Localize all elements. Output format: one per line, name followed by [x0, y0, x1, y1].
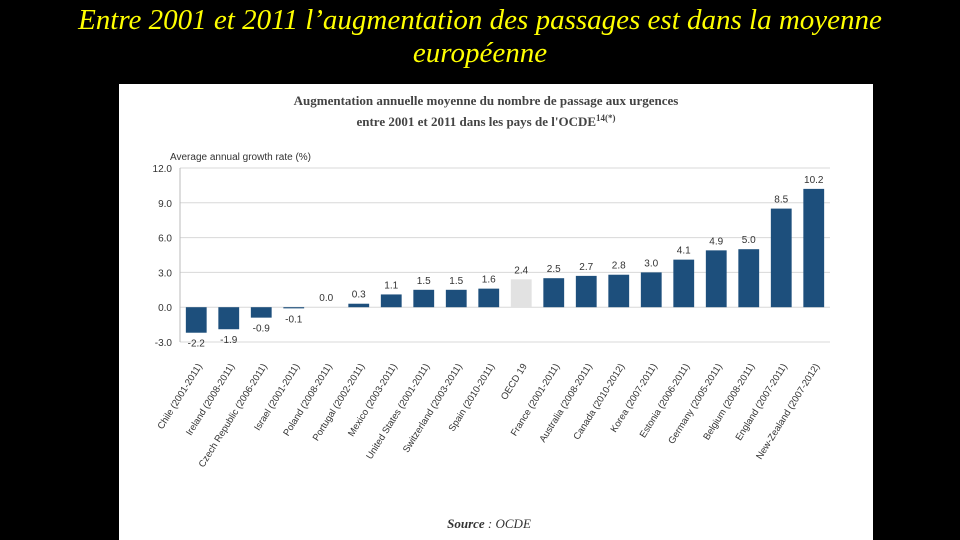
bar — [640, 272, 662, 308]
data-label: 2.4 — [514, 265, 528, 276]
bar — [543, 278, 565, 308]
data-label: 5.0 — [742, 235, 756, 246]
bar — [185, 307, 207, 333]
chart: Augmentation annuelle moyenne du nombre … — [119, 84, 873, 540]
data-label: 4.1 — [677, 246, 691, 257]
bar — [770, 208, 792, 308]
y-tick-label: 12.0 — [153, 164, 173, 175]
data-label: 3.0 — [644, 258, 658, 269]
data-label: -1.9 — [220, 335, 238, 346]
data-label: 4.9 — [709, 236, 723, 247]
y-axis-label: Average annual growth rate (%) — [170, 152, 311, 163]
chart-background — [119, 84, 873, 540]
y-tick-label: -3.0 — [155, 338, 173, 349]
data-label: -0.1 — [285, 314, 303, 325]
data-label: 1.6 — [482, 275, 496, 286]
y-tick-label: 9.0 — [158, 199, 172, 210]
bar — [283, 307, 305, 309]
data-label: 2.7 — [579, 262, 593, 273]
bar — [608, 274, 630, 308]
bar — [738, 249, 760, 308]
y-tick-label: 6.0 — [158, 234, 172, 245]
bar — [510, 279, 532, 308]
data-label: 2.5 — [547, 264, 561, 275]
data-label: -2.2 — [188, 339, 206, 350]
data-label: 1.1 — [384, 280, 398, 291]
chart-title: entre 2001 et 2011 dans les pays de l'OC… — [356, 114, 596, 129]
bar — [250, 307, 272, 318]
bar — [348, 303, 370, 308]
source-text: : OCDE — [488, 516, 531, 531]
bar — [478, 288, 500, 308]
bar — [445, 289, 467, 308]
bar — [705, 250, 727, 308]
bar — [803, 188, 825, 308]
data-label: 2.8 — [612, 261, 626, 272]
data-label: 8.5 — [774, 195, 788, 206]
y-tick-label: 0.0 — [158, 303, 172, 314]
bar — [575, 275, 597, 308]
bar — [380, 294, 402, 308]
source-label: Source — [447, 516, 485, 531]
data-label: 1.5 — [449, 276, 463, 287]
data-label: 0.3 — [352, 290, 366, 301]
data-label: 1.5 — [417, 276, 431, 287]
bar — [413, 289, 435, 308]
slide-title: Entre 2001 et 2011 l’augmentation des pa… — [78, 4, 882, 70]
bar — [218, 307, 240, 330]
chart-title: Augmentation annuelle moyenne du nombre … — [294, 93, 679, 108]
bar — [673, 259, 695, 308]
source: Source : OCDE — [447, 516, 531, 531]
data-label: 0.0 — [319, 293, 333, 304]
chart-title: entre 2001 et 2011 dans les pays de l'OC… — [356, 113, 615, 129]
title-note: 14(*) — [596, 113, 616, 123]
data-label: 10.2 — [804, 175, 824, 186]
data-label: -0.9 — [253, 324, 271, 335]
y-tick-label: 3.0 — [158, 268, 172, 279]
